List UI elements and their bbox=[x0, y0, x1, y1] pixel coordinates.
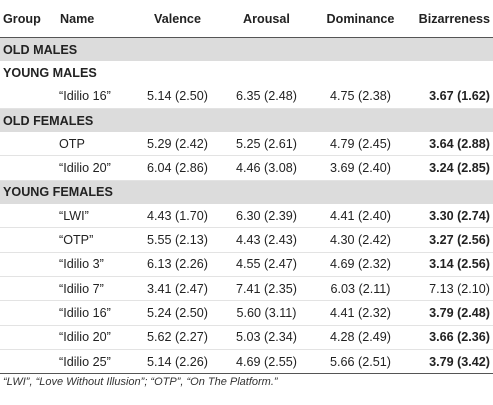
group-cell bbox=[0, 325, 57, 350]
dominance-cell: 4.79 (2.45) bbox=[311, 132, 410, 157]
header-dominance: Dominance bbox=[311, 0, 410, 38]
data-table: Group Name Valence Arousal Dominance Biz… bbox=[0, 0, 493, 375]
stimulus-name: “Idilio 20” bbox=[57, 325, 133, 350]
table-row: “Idilio 3” 6.13 (2.26) 4.55 (2.47) 4.69 (2.… bbox=[0, 252, 493, 277]
group-row: YOUNG MALES bbox=[0, 61, 493, 85]
table-row: “Idilio 16” 5.24 (2.50) 5.60 (3.11) 4.41 (2… bbox=[0, 300, 493, 326]
stimulus-name: “Idilio 7” bbox=[57, 276, 133, 302]
dominance-cell: 5.66 (2.51) bbox=[311, 349, 410, 375]
table-row: “Idilio 20” 6.04 (2.86) 4.46 (3.08) 3.69 (2… bbox=[0, 155, 493, 181]
table-row: “Idilio 25” 5.14 (2.26) 4.69 (2.55) 5.66 (2… bbox=[0, 349, 493, 375]
bizarreness-cell: 3.27 (2.56) bbox=[410, 227, 493, 253]
table-row: “Idilio 20” 5.62 (2.27) 5.03 (2.34) 4.28 (2… bbox=[0, 325, 493, 350]
stimulus-name: “Idilio 20” bbox=[57, 155, 133, 181]
dominance-cell: 4.28 (2.49) bbox=[311, 325, 410, 350]
arousal-cell: 4.46 (3.08) bbox=[222, 155, 311, 181]
group-cell bbox=[0, 300, 57, 326]
dominance-cell: 4.41 (2.32) bbox=[311, 300, 410, 326]
group-label: YOUNG MALES bbox=[0, 61, 493, 85]
arousal-cell: 5.25 (2.61) bbox=[222, 132, 311, 157]
stimulus-name: “Idilio 25” bbox=[57, 349, 133, 375]
valence-cell: 4.43 (1.70) bbox=[133, 204, 222, 229]
dominance-cell: 6.03 (2.11) bbox=[311, 276, 410, 302]
dominance-cell: 4.75 (2.38) bbox=[311, 84, 410, 109]
group-cell bbox=[0, 84, 57, 109]
dominance-cell: 4.69 (2.32) bbox=[311, 252, 410, 277]
stimulus-name: “LWI” bbox=[57, 204, 133, 229]
valence-cell: 5.14 (2.50) bbox=[133, 84, 222, 109]
arousal-cell: 4.69 (2.55) bbox=[222, 349, 311, 375]
bizarreness-cell: 3.24 (2.85) bbox=[410, 155, 493, 181]
stimulus-name: “Idilio 16” bbox=[57, 84, 133, 109]
arousal-cell: 5.60 (3.11) bbox=[222, 300, 311, 326]
group-cell bbox=[0, 155, 57, 181]
valence-cell: 5.29 (2.42) bbox=[133, 132, 222, 157]
valence-cell: 5.24 (2.50) bbox=[133, 300, 222, 326]
header-valence: Valence bbox=[133, 0, 222, 38]
table-row: “Idilio 7” 3.41 (2.47) 7.41 (2.35) 6.03 (2.… bbox=[0, 276, 493, 302]
group-cell bbox=[0, 132, 57, 157]
header-bizarreness: Bizarreness bbox=[410, 0, 493, 38]
bizarreness-cell: 3.79 (3.42) bbox=[410, 349, 493, 375]
group-label: OLD FEMALES bbox=[0, 107, 493, 133]
header-group: Group bbox=[0, 0, 57, 38]
bizarreness-cell: 3.14 (2.56) bbox=[410, 252, 493, 277]
arousal-cell: 6.35 (2.48) bbox=[222, 84, 311, 109]
stimulus-name: “Idilio 16” bbox=[57, 300, 133, 326]
group-cell bbox=[0, 276, 57, 302]
arousal-cell: 6.30 (2.39) bbox=[222, 204, 311, 229]
group-cell bbox=[0, 252, 57, 277]
header-name: Name bbox=[57, 0, 133, 38]
group-cell bbox=[0, 349, 57, 375]
footnote: “LWI”, “Love Without Illusion”; “OTP”, “… bbox=[3, 376, 278, 388]
arousal-cell: 4.43 (2.43) bbox=[222, 227, 311, 253]
group-row: OLD FEMALES bbox=[0, 107, 493, 133]
group-label: OLD MALES bbox=[0, 37, 493, 62]
dominance-cell: 4.30 (2.42) bbox=[311, 227, 410, 253]
stimulus-name: OTP bbox=[57, 132, 133, 157]
bizarreness-cell: 3.67 (1.62) bbox=[410, 84, 493, 109]
header-arousal: Arousal bbox=[222, 0, 311, 38]
valence-cell: 5.62 (2.27) bbox=[133, 325, 222, 350]
valence-cell: 6.04 (2.86) bbox=[133, 155, 222, 181]
valence-cell: 6.13 (2.26) bbox=[133, 252, 222, 277]
dominance-cell: 3.69 (2.40) bbox=[311, 155, 410, 181]
bizarreness-cell: 3.30 (2.74) bbox=[410, 204, 493, 229]
table-row: “LWI” 4.43 (1.70) 6.30 (2.39) 4.41 (2.40) 3.… bbox=[0, 204, 493, 229]
table-body: OLD MALES YOUNG MALES “Idilio 16” 5.14 (2.5… bbox=[0, 37, 493, 375]
table-row: “Idilio 16” 5.14 (2.50) 6.35 (2.48) 4.75 (2… bbox=[0, 84, 493, 109]
header-row: Group Name Valence Arousal Dominance Biz… bbox=[0, 0, 493, 38]
group-row: YOUNG FEMALES bbox=[0, 179, 493, 205]
valence-cell: 5.55 (2.13) bbox=[133, 227, 222, 253]
table-row: “OTP” 5.55 (2.13) 4.43 (2.43) 4.30 (2.42) 3.… bbox=[0, 227, 493, 253]
stimulus-name: “OTP” bbox=[57, 227, 133, 253]
arousal-cell: 4.55 (2.47) bbox=[222, 252, 311, 277]
group-row: OLD MALES bbox=[0, 37, 493, 62]
valence-cell: 3.41 (2.47) bbox=[133, 276, 222, 302]
bizarreness-cell: 3.79 (2.48) bbox=[410, 300, 493, 326]
arousal-cell: 5.03 (2.34) bbox=[222, 325, 311, 350]
arousal-cell: 7.41 (2.35) bbox=[222, 276, 311, 302]
table-row: OTP 5.29 (2.42) 5.25 (2.61) 4.79 (2.45) 3.64… bbox=[0, 132, 493, 157]
bizarreness-cell: 3.66 (2.36) bbox=[410, 325, 493, 350]
dominance-cell: 4.41 (2.40) bbox=[311, 204, 410, 229]
stimulus-name: “Idilio 3” bbox=[57, 252, 133, 277]
bizarreness-cell: 7.13 (2.10) bbox=[410, 276, 493, 302]
group-cell bbox=[0, 204, 57, 229]
valence-cell: 5.14 (2.26) bbox=[133, 349, 222, 375]
group-cell bbox=[0, 227, 57, 253]
bizarreness-cell: 3.64 (2.88) bbox=[410, 132, 493, 157]
group-label: YOUNG FEMALES bbox=[0, 179, 493, 205]
